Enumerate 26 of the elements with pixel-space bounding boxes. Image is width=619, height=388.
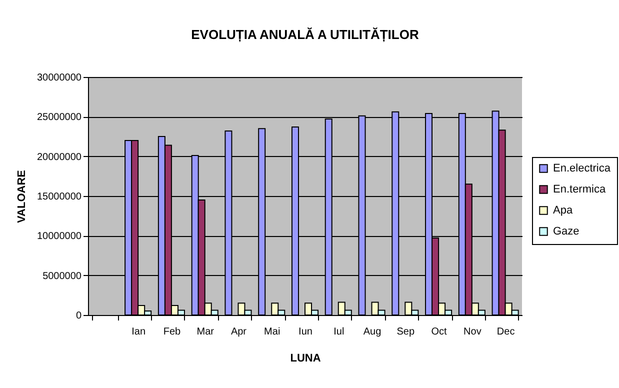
- y-tick-label: 0: [76, 310, 82, 322]
- y-tick-label: 10000000: [37, 231, 82, 242]
- legend-label: Gaze: [553, 226, 580, 238]
- y-tick-label: 5000000: [42, 270, 82, 282]
- x-tick-label: Feb: [163, 326, 182, 338]
- x-tick-label: Oct: [431, 326, 448, 338]
- y-tick-label: 25000000: [37, 112, 82, 124]
- legend-label: En.electrica: [553, 162, 612, 174]
- y-tick-label: 30000000: [37, 72, 82, 84]
- legend-label: En.termica: [553, 184, 606, 196]
- x-tick-label: Mai: [264, 326, 280, 338]
- x-tick-label: Iun: [298, 326, 312, 338]
- y-tick-label: 15000000: [37, 192, 82, 202]
- chart-title: EVOLUȚIA ANUALĂ A UTILITĂȚILOR: [191, 27, 420, 42]
- x-tick-label: Ian: [132, 326, 146, 338]
- y-axis-title: VALOARE: [16, 170, 28, 223]
- x-tick-label: Sep: [396, 326, 415, 338]
- x-axis-title: LUNA: [290, 352, 321, 364]
- y-tick-label: 20000000: [37, 152, 82, 163]
- x-tick-label: Iul: [334, 326, 344, 338]
- x-tick-label: Dec: [496, 326, 515, 338]
- x-tick-label: Aug: [363, 326, 382, 338]
- legend-label: Apa: [553, 204, 574, 216]
- x-tick-label: Mar: [196, 326, 215, 338]
- x-tick-label: Apr: [230, 326, 248, 338]
- x-tick-label: Nov: [464, 326, 482, 338]
